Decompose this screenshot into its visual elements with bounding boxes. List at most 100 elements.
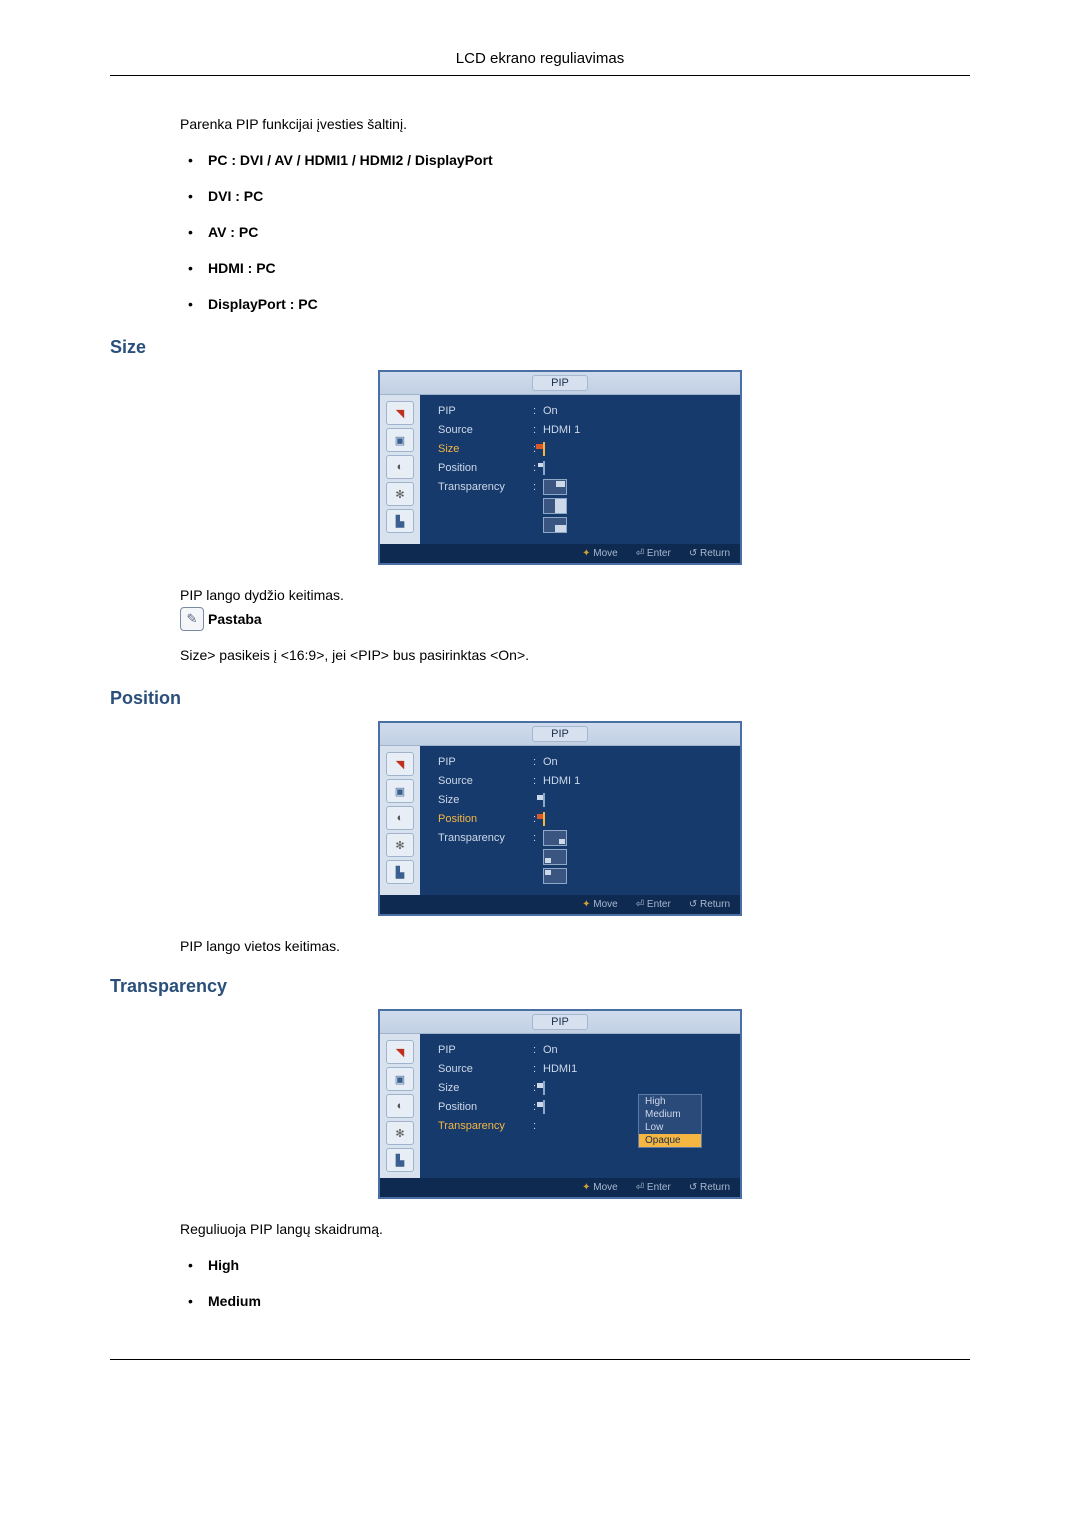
position-option-icon (543, 830, 567, 846)
timer-icon: ◐ (386, 806, 414, 830)
osd-main: PIP : On Source : HDMI 1 Size : (420, 395, 740, 544)
osd-row-transparency: Transparency : (438, 479, 728, 533)
source-option: AV : PC (180, 224, 940, 240)
setup-icon: ✻ (386, 482, 414, 506)
osd-value-size (543, 792, 728, 808)
osd-row-position: Position : (438, 811, 728, 827)
osd-value: HDMI 1 (543, 422, 728, 438)
transparency-option: High (180, 1257, 940, 1273)
osd-main: PIP : On Source : HDMI1 Size : (420, 1034, 740, 1178)
osd-label: PIP (438, 403, 533, 419)
picture-icon: ◥ (386, 1040, 414, 1064)
footer-rule (110, 1359, 970, 1360)
osd-menu-position: PIP ◥ ▣ ◐ ✻ ▙ PIP : On (378, 721, 742, 916)
osd-transparency-container: PIP ◥ ▣ ◐ ✻ ▙ PIP : On (180, 1009, 940, 1199)
setup-icon: ✻ (386, 833, 414, 857)
osd-sidebar: ◥ ▣ ◐ ✻ ▙ (380, 746, 420, 895)
osd-label: Source (438, 1061, 533, 1077)
osd-tab-label: PIP (532, 375, 588, 391)
size-option-stack (543, 479, 728, 533)
content-area: Parenka PIP funkcijai įvesties šaltinį. … (110, 116, 970, 1309)
page-header: LCD ekrano reguliavimas (110, 50, 970, 76)
transparency-desc: Reguliuoja PIP langų skaidrumą. (180, 1221, 940, 1237)
osd-footer-move: ✦ Move (582, 899, 618, 910)
source-option: PC : DVI / AV / HDMI1 / HDMI2 / DisplayP… (180, 152, 940, 168)
section-heading-transparency: Transparency (110, 976, 940, 997)
osd-value-size (543, 441, 728, 457)
osd-row-pip: PIP : On (438, 403, 728, 419)
osd-row-transparency: Transparency : (438, 830, 728, 884)
info-icon: ▙ (386, 860, 414, 884)
osd-label: Position (438, 1099, 533, 1115)
transparency-dropdown: High Medium Low Opaque (638, 1094, 702, 1148)
sound-icon: ▣ (386, 1067, 414, 1091)
position-option-icon (543, 812, 545, 826)
osd-label: Source (438, 773, 533, 789)
osd-tab-label: PIP (532, 726, 588, 742)
note-text: Size> pasikeis į <16:9>, jei <PIP> bus p… (180, 647, 940, 663)
osd-body: ◥ ▣ ◐ ✻ ▙ PIP : On Source (380, 1034, 740, 1178)
osd-label: Size (438, 1080, 533, 1096)
osd-label: PIP (438, 1042, 533, 1058)
osd-row-source: Source : HDMI 1 (438, 773, 728, 789)
intro-text: Parenka PIP funkcijai įvesties šaltinį. (180, 116, 940, 132)
osd-sep: : (533, 1061, 543, 1077)
osd-sep: : (533, 830, 543, 846)
osd-label: Transparency (438, 830, 533, 846)
osd-main: PIP : On Source : HDMI 1 Size (420, 746, 740, 895)
osd-tab-label: PIP (532, 1014, 588, 1030)
size-option-icon (543, 793, 545, 807)
osd-label-highlight: Size (438, 441, 533, 457)
osd-footer-enter: ⏎ Enter (636, 1182, 671, 1193)
osd-sidebar: ◥ ▣ ◐ ✻ ▙ (380, 1034, 420, 1178)
page: LCD ekrano reguliavimas Parenka PIP funk… (0, 0, 1080, 1410)
osd-footer-return: ↺ Return (689, 899, 730, 910)
dropdown-item-selected: Opaque (639, 1134, 701, 1147)
osd-label-highlight: Transparency (438, 1118, 533, 1134)
osd-value: HDMI 1 (543, 773, 728, 789)
osd-sidebar: ◥ ▣ ◐ ✻ ▙ (380, 395, 420, 544)
source-option: HDMI : PC (180, 260, 940, 276)
dropdown-item: Medium (639, 1108, 701, 1121)
osd-label: Transparency (438, 479, 533, 495)
info-icon: ▙ (386, 509, 414, 533)
dropdown-item: Low (639, 1121, 701, 1134)
osd-label: PIP (438, 754, 533, 770)
osd-body: ◥ ▣ ◐ ✻ ▙ PIP : On Source (380, 395, 740, 544)
sound-icon: ▣ (386, 428, 414, 452)
osd-position-container: PIP ◥ ▣ ◐ ✻ ▙ PIP : On (180, 721, 940, 916)
osd-row-size: Size (438, 792, 728, 808)
osd-body: ◥ ▣ ◐ ✻ ▙ PIP : On Source (380, 746, 740, 895)
position-desc: PIP lango vietos keitimas. (180, 938, 940, 954)
osd-row-position: Position : (438, 460, 728, 476)
note-icon: ✎ (180, 607, 204, 631)
note-label: Pastaba (208, 611, 262, 627)
osd-value: HDMI1 (543, 1061, 728, 1077)
osd-size-container: PIP ◥ ▣ ◐ ✻ ▙ PIP : On (180, 370, 940, 565)
osd-footer-enter: ⏎ Enter (636, 548, 671, 559)
osd-sep: : (533, 479, 543, 495)
osd-label: Source (438, 422, 533, 438)
osd-sep: : (533, 754, 543, 770)
note-row: ✎ Pastaba (180, 607, 940, 631)
size-option-icon (543, 1081, 545, 1095)
source-option: DisplayPort : PC (180, 296, 940, 312)
section-heading-position: Position (110, 688, 940, 709)
osd-sep: : (533, 773, 543, 789)
transparency-option-list: High Medium (180, 1257, 940, 1309)
osd-footer-return: ↺ Return (689, 548, 730, 559)
setup-icon: ✻ (386, 1121, 414, 1145)
osd-value-sizeopts (543, 479, 728, 533)
osd-row-pip: PIP : On (438, 1042, 728, 1058)
osd-label-highlight: Position (438, 811, 533, 827)
source-option: DVI : PC (180, 188, 940, 204)
osd-footer: ✦ Move ⏎ Enter ↺ Return (380, 895, 740, 914)
osd-value: On (543, 1042, 728, 1058)
osd-tab: PIP (380, 372, 740, 395)
osd-row-source: Source : HDMI1 (438, 1061, 728, 1077)
info-icon: ▙ (386, 1148, 414, 1172)
osd-value: On (543, 403, 728, 419)
picture-icon: ◥ (386, 752, 414, 776)
size-desc: PIP lango dydžio keitimas. (180, 587, 940, 603)
osd-footer: ✦ Move ⏎ Enter ↺ Return (380, 1178, 740, 1197)
